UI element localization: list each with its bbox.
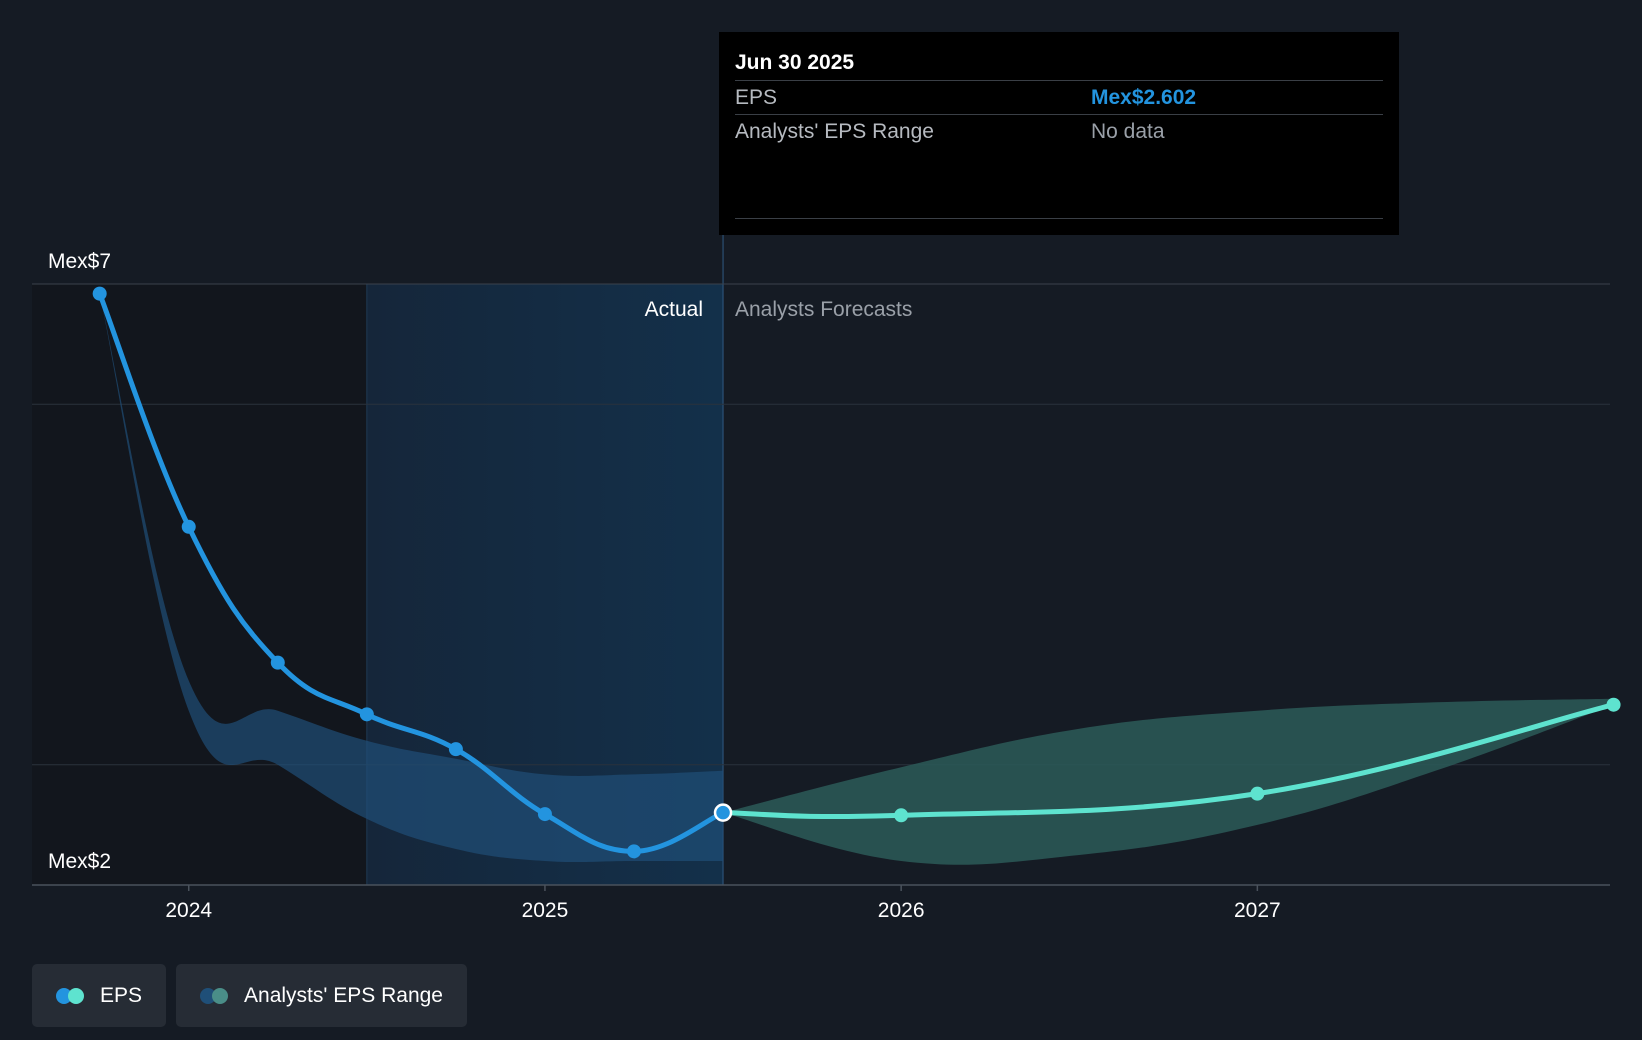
y-axis-min-label: Mex$2: [48, 850, 111, 873]
eps-actual-point: [270, 655, 285, 670]
eps-actual-point: [448, 742, 463, 757]
eps-highlight-point: [713, 803, 733, 822]
tooltip-range-key: Analysts' EPS Range: [735, 120, 934, 143]
eps-lines: [97, 291, 1617, 854]
tooltip-eps-value: Mex$2.602: [1091, 86, 1197, 109]
eps-actual-point: [626, 844, 641, 859]
forecast-region-label: Analysts Forecasts: [735, 298, 912, 321]
eps-actual-point: [537, 807, 552, 822]
eps-forecast-point: [1606, 697, 1621, 712]
eps-forecast-point: [1250, 786, 1265, 801]
legend-range-label: Analysts' EPS Range: [244, 983, 443, 1007]
eps-actual-line: [97, 291, 726, 854]
legend-item-range[interactable]: Analysts' EPS Range: [176, 964, 467, 1027]
legend-eps-label: EPS: [100, 983, 143, 1007]
tooltip-row-range: Analysts' EPS Range No data: [735, 114, 1383, 148]
past-area: [32, 284, 367, 885]
actual-region-label: Actual: [645, 298, 703, 321]
tooltip-range-value: No data: [1091, 120, 1165, 143]
eps-actual-point: [92, 286, 107, 301]
x-tick-label: 2027: [1234, 899, 1281, 922]
eps-actual-point: [359, 707, 374, 722]
tooltip-row-eps: EPS Mex$2.602: [735, 80, 1383, 114]
x-axis-ticks: 2024 2025 2026 2027: [165, 885, 1281, 922]
tooltip-divider: [735, 218, 1383, 219]
tooltip-date: Jun 30 2025: [735, 51, 855, 74]
eps-forecast-point: [894, 808, 909, 823]
x-tick-label: 2026: [878, 899, 925, 922]
chart-labels: Mex$7 Mex$2 Actual Analysts Forecasts: [48, 250, 912, 873]
x-tick-label: 2025: [522, 899, 569, 922]
eps-actual-point: [181, 519, 196, 534]
eps-range-forecast: [723, 698, 1614, 865]
range-legend-icon: [200, 987, 230, 1004]
eps-points: [92, 286, 1621, 859]
chart-background-layer: [32, 235, 724, 885]
data-tooltip: Jun 30 2025 EPS Mex$2.602 Analysts' EPS …: [719, 32, 1399, 235]
eps-legend-icon: [56, 987, 86, 1004]
y-axis-max-label: Mex$7: [48, 250, 111, 273]
x-tick-label: 2024: [165, 899, 212, 922]
eps-range-actual: [99, 293, 724, 863]
eps-forecast-line: [720, 702, 1617, 820]
eps-range-bands: [99, 293, 1614, 865]
chart-legend: EPS Analysts' EPS Range: [32, 964, 467, 1027]
legend-item-eps[interactable]: EPS: [32, 964, 167, 1027]
tooltip-eps-key: EPS: [735, 86, 778, 109]
